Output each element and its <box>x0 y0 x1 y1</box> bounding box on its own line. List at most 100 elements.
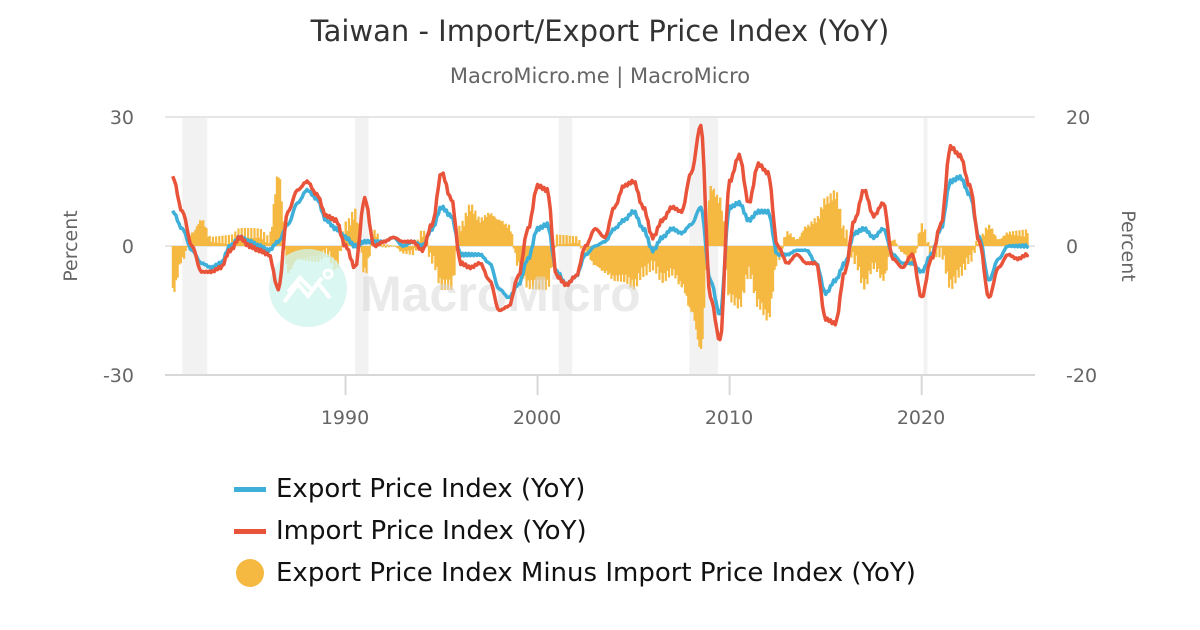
spread-bar[interactable] <box>536 246 539 280</box>
spread-bar[interactable] <box>763 246 767 310</box>
spread-bar[interactable] <box>970 246 973 262</box>
spread-bar[interactable] <box>864 246 867 279</box>
spread-bar[interactable] <box>266 235 269 246</box>
spread-bar[interactable] <box>635 246 639 287</box>
spread-bar[interactable] <box>736 246 739 309</box>
spread-bar[interactable] <box>227 235 230 246</box>
spread-bar[interactable] <box>443 246 447 290</box>
spread-bar[interactable] <box>853 246 856 264</box>
spread-bar[interactable] <box>559 234 562 246</box>
spread-bar[interactable] <box>1018 230 1021 246</box>
spread-bar[interactable] <box>877 246 880 269</box>
spread-bar[interactable] <box>530 246 533 281</box>
spread-bar[interactable] <box>581 246 584 247</box>
spread-bar[interactable] <box>600 246 603 271</box>
spread-bar[interactable] <box>509 231 512 246</box>
spread-bar[interactable] <box>607 246 610 276</box>
spread-bar[interactable] <box>554 246 557 248</box>
spread-bar[interactable] <box>586 246 589 255</box>
spread-bar[interactable] <box>538 246 541 290</box>
spread-bar[interactable] <box>602 246 605 271</box>
spread-bar[interactable] <box>592 246 595 266</box>
spread-bar[interactable] <box>744 246 747 275</box>
spread-bar[interactable] <box>988 224 991 246</box>
spread-bar[interactable] <box>576 243 579 246</box>
spread-bar[interactable] <box>335 246 338 261</box>
spread-bar[interactable] <box>939 246 943 248</box>
spread-bar[interactable] <box>637 246 640 274</box>
spread-bar[interactable] <box>741 246 744 291</box>
spread-bar[interactable] <box>619 246 623 282</box>
spread-bar[interactable] <box>184 246 187 252</box>
spread-bar[interactable] <box>479 222 482 246</box>
spread-bar[interactable] <box>691 246 695 313</box>
spread-bar[interactable] <box>386 244 389 246</box>
spread-bar[interactable] <box>613 246 616 281</box>
spread-bar[interactable] <box>415 246 418 251</box>
spread-bar[interactable] <box>891 240 895 246</box>
spread-bar[interactable] <box>904 246 907 255</box>
spread-bar[interactable] <box>211 236 214 246</box>
spread-bar[interactable] <box>839 208 842 246</box>
spread-bar[interactable] <box>837 208 840 246</box>
spread-bar[interactable] <box>563 243 567 246</box>
spread-bar[interactable] <box>850 246 853 258</box>
spread-bar[interactable] <box>565 235 568 246</box>
spread-bar[interactable] <box>789 233 792 246</box>
spread-bar[interactable] <box>445 246 448 280</box>
spread-bar[interactable] <box>599 246 602 269</box>
spread-bar[interactable] <box>541 246 544 290</box>
spread-bar[interactable] <box>680 246 683 288</box>
spread-bar[interactable] <box>645 246 648 276</box>
spread-bar[interactable] <box>805 227 808 246</box>
spread-bar[interactable] <box>447 246 450 290</box>
spread-bar[interactable] <box>650 246 653 261</box>
spread-bar[interactable] <box>247 227 250 246</box>
spread-bar[interactable] <box>1021 229 1024 246</box>
spread-bar[interactable] <box>955 246 959 270</box>
spread-bar[interactable] <box>186 246 189 248</box>
spread-bar[interactable] <box>858 246 861 267</box>
spread-bar[interactable] <box>546 246 549 280</box>
spread-bar[interactable] <box>190 232 194 246</box>
spread-bar[interactable] <box>795 239 799 246</box>
spread-bars[interactable] <box>171 176 1029 349</box>
spread-bar[interactable] <box>784 236 787 246</box>
spread-bar[interactable] <box>863 246 866 290</box>
spread-bar[interactable] <box>419 230 423 246</box>
spread-bar[interactable] <box>197 224 200 246</box>
spread-bar[interactable] <box>688 246 691 308</box>
spread-bar[interactable] <box>797 238 800 246</box>
spread-bar[interactable] <box>947 246 951 288</box>
spread-bar[interactable] <box>757 246 760 300</box>
spread-bar[interactable] <box>919 232 922 246</box>
spread-bar[interactable] <box>507 224 511 246</box>
spread-bar[interactable] <box>501 220 504 246</box>
spread-bar[interactable] <box>651 246 655 271</box>
spread-bar[interactable] <box>394 246 397 247</box>
spread-bar[interactable] <box>747 246 751 267</box>
spread-bar[interactable] <box>960 246 963 276</box>
spread-bar[interactable] <box>733 246 736 306</box>
spread-bar[interactable] <box>755 246 759 307</box>
spread-bar[interactable] <box>787 235 791 246</box>
spread-bar[interactable] <box>674 246 677 279</box>
spread-bar[interactable] <box>1013 235 1016 246</box>
spread-bar[interactable] <box>667 246 671 278</box>
spread-bar[interactable] <box>675 246 679 276</box>
spread-bar[interactable] <box>571 235 575 246</box>
spread-bar[interactable] <box>459 231 463 246</box>
spread-bar[interactable] <box>338 246 341 251</box>
spread-bar[interactable] <box>720 210 723 246</box>
spread-bar[interactable] <box>951 246 954 289</box>
spread-bar[interactable] <box>936 246 939 248</box>
spread-bar[interactable] <box>434 246 437 271</box>
spread-bar[interactable] <box>181 246 184 257</box>
spread-bar[interactable] <box>176 246 179 278</box>
spread-bar[interactable] <box>437 246 440 284</box>
spread-bar[interactable] <box>453 246 456 276</box>
spread-bar[interactable] <box>206 236 210 246</box>
spread-bar[interactable] <box>210 242 213 246</box>
spread-bar[interactable] <box>608 246 611 274</box>
spread-bar[interactable] <box>829 193 832 246</box>
